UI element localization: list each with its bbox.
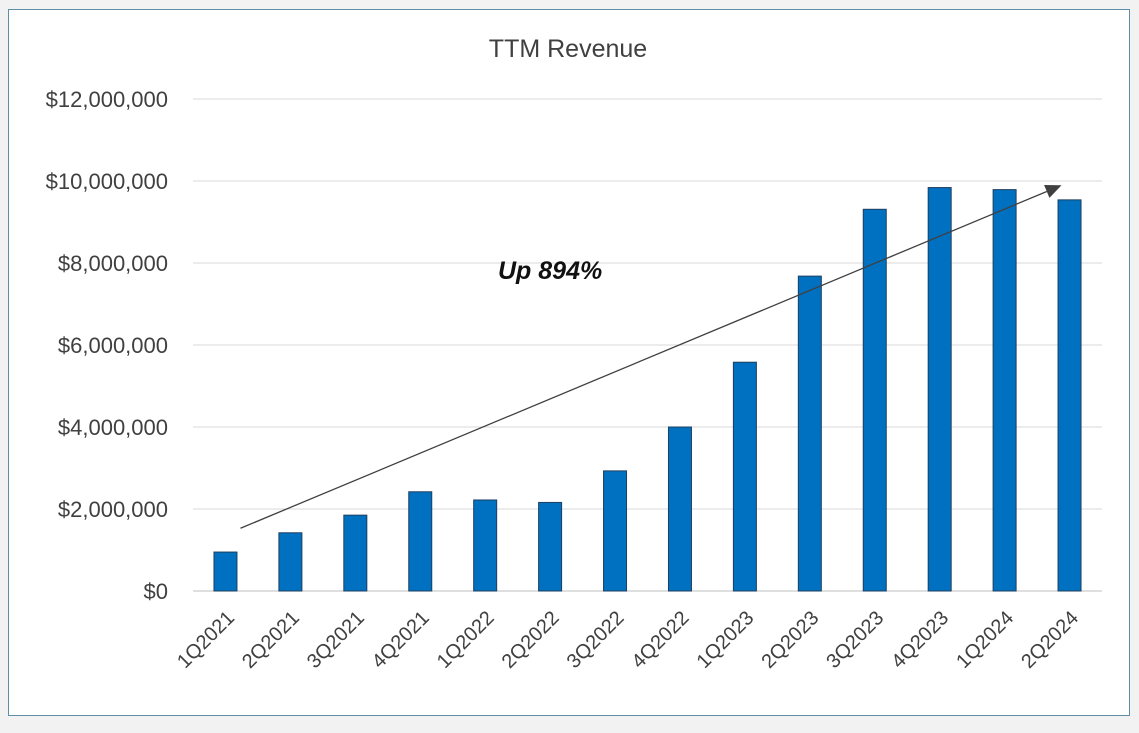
y-tick-label: $0 — [144, 579, 168, 604]
x-axis: 1Q2021 2Q2021 3Q2021 4Q2021 1Q2022 2Q2022 3Q20… — [173, 607, 1083, 673]
trend-arrow-head — [1044, 185, 1062, 198]
y-tick-label: $10,000,000 — [46, 169, 168, 194]
bar-4Q2023 — [927, 187, 952, 592]
x-tick-label: 3Q2023 — [822, 607, 888, 673]
gridlines — [193, 98, 1102, 592]
bar-1Q2023 — [732, 361, 757, 592]
bars — [213, 187, 1082, 592]
bar-1Q2024 — [992, 189, 1017, 592]
y-axis: $0 $2,000,000 $4,000,000 $6,000,000 $8,000,0… — [46, 87, 168, 604]
x-tick-label: 2Q2024 — [1017, 607, 1083, 673]
annotation: Up 894% — [240, 185, 1062, 529]
bar-2Q2022 — [538, 501, 563, 592]
bar-2Q2021 — [278, 532, 303, 592]
bar-3Q2021 — [343, 514, 368, 592]
bar-2Q2023 — [797, 275, 822, 592]
bar-3Q2022 — [603, 470, 628, 592]
x-tick-label: 2Q2021 — [238, 607, 304, 673]
y-tick-label: $6,000,000 — [58, 333, 168, 358]
x-tick-label: 1Q2022 — [433, 607, 499, 673]
chart-title: TTM Revenue — [489, 35, 647, 63]
x-tick-label: 1Q2023 — [693, 607, 759, 673]
x-tick-label: 2Q2023 — [757, 607, 823, 673]
x-tick-label: 4Q2022 — [628, 607, 694, 673]
trend-arrow-line — [240, 190, 1048, 529]
x-tick-label: 1Q2024 — [952, 607, 1018, 673]
bar-1Q2022 — [473, 499, 498, 592]
y-tick-label: $2,000,000 — [58, 497, 168, 522]
x-tick-label: 4Q2023 — [887, 607, 953, 673]
annotation-text: Up 894% — [498, 257, 602, 285]
x-tick-label: 2Q2022 — [498, 607, 564, 673]
y-tick-label: $8,000,000 — [58, 251, 168, 276]
bar-4Q2022 — [667, 426, 692, 592]
x-tick-label: 3Q2022 — [563, 607, 629, 673]
bar-1Q2021 — [213, 551, 238, 592]
y-tick-label: $4,000,000 — [58, 415, 168, 440]
x-tick-label: 4Q2021 — [368, 607, 434, 673]
bar-4Q2021 — [408, 491, 433, 592]
x-tick-label: 1Q2021 — [173, 607, 239, 673]
bar-3Q2023 — [862, 208, 887, 592]
x-tick-label: 3Q2021 — [303, 607, 369, 673]
bar-2Q2024 — [1057, 199, 1082, 592]
y-tick-label: $12,000,000 — [46, 87, 168, 112]
